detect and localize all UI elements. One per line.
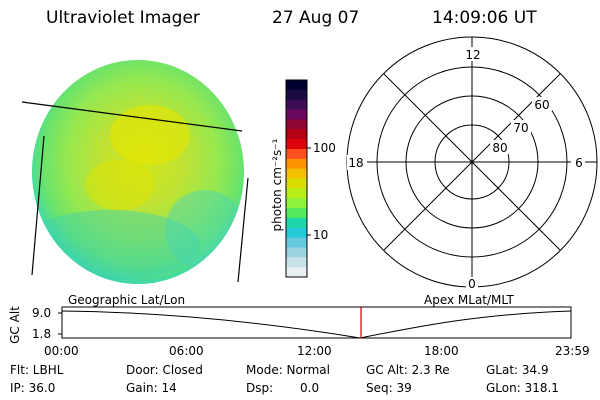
timeline-left-title: Geographic Lat/Lon [68,293,186,307]
colorbar-unit-label: photon cm⁻²s⁻¹ [270,138,284,232]
polar-label-6: 6 [575,156,583,170]
colorbar-segment [286,80,307,91]
colorbar-segment [286,178,307,189]
colorbar-segment [286,227,307,239]
colorbar-segment [286,158,307,170]
info-ip: IP: 36.0 [10,381,56,395]
colorbar-segment [286,257,307,268]
info-glon: GLon: 318.1 [486,381,559,395]
polar-diagonal-2 [383,73,561,251]
polar-label-80: 80 [492,141,507,155]
polar-label-12: 12 [465,48,480,62]
timeline-xtick-2359: 23:59 [555,344,590,358]
colorbar-segment [286,129,307,140]
polar-label-70: 70 [513,121,528,135]
colorbar-segment [286,208,307,219]
colorbar-segment [286,99,307,111]
colorbar-segment [286,247,307,258]
earth-image [21,60,249,284]
lon-line-left [31,135,45,276]
colorbar-tick-label-10: 10 [313,228,329,242]
info-dsp-value: 0.0 [300,381,320,395]
lat-line [21,101,243,132]
colorbar-segment [286,198,307,209]
timeline-right-title: Apex MLat/MLT [424,293,514,307]
altitude-curve [61,310,572,339]
timeline-ytick-9: 9.0 [32,306,52,320]
info-gc-alt: GC Alt: 2.3 Re [366,363,450,377]
timeline-xtick-0000: 00:00 [44,344,79,358]
colorbar-tick-label-100: 100 [313,141,336,155]
colorbar-segment [286,148,307,160]
timeline-xtick-1200: 12:00 [297,344,332,358]
colorbar-segment [286,168,307,179]
colorbar-segment [286,188,307,199]
date-label: 27 Aug 07 [272,8,360,28]
lon-line-right [237,177,249,283]
polar-label-0: 0 [468,277,476,291]
colorbar-segment [286,267,307,278]
colorbar-segment [286,89,307,101]
imager-title: Ultraviolet Imager [46,8,200,28]
time-label: 14:09:06 UT [432,8,537,28]
colorbar [286,80,307,278]
info-dsp-label: Dsp: [246,381,274,395]
colorbar-segment [286,139,307,150]
info-filter: Flt: LBHL [10,363,64,377]
timeline-axis-label: GC Alt [8,306,22,344]
timeline-ytick-1_8: 1.8 [32,327,52,341]
timeline-xtick-0600: 06:00 [169,344,204,358]
info-door: Door: Closed [126,363,203,377]
polar-label-60: 60 [534,98,549,112]
polar-label-18: 18 [348,156,363,170]
info-seq: Seq: 39 [366,381,412,395]
colorbar-segment [286,109,307,120]
colorbar-frame [285,79,308,278]
colorbar-segment [286,237,307,248]
colorbar-segment [286,217,307,229]
polar-grid [346,36,598,288]
timeline-xtick-1800: 18:00 [424,344,459,358]
timeline-frame [61,306,572,339]
info-glat: GLat: 34.9 [486,363,549,377]
info-gain: Gain: 14 [126,381,177,395]
info-mode: Mode: Normal [246,363,330,377]
colorbar-segment [286,119,307,130]
